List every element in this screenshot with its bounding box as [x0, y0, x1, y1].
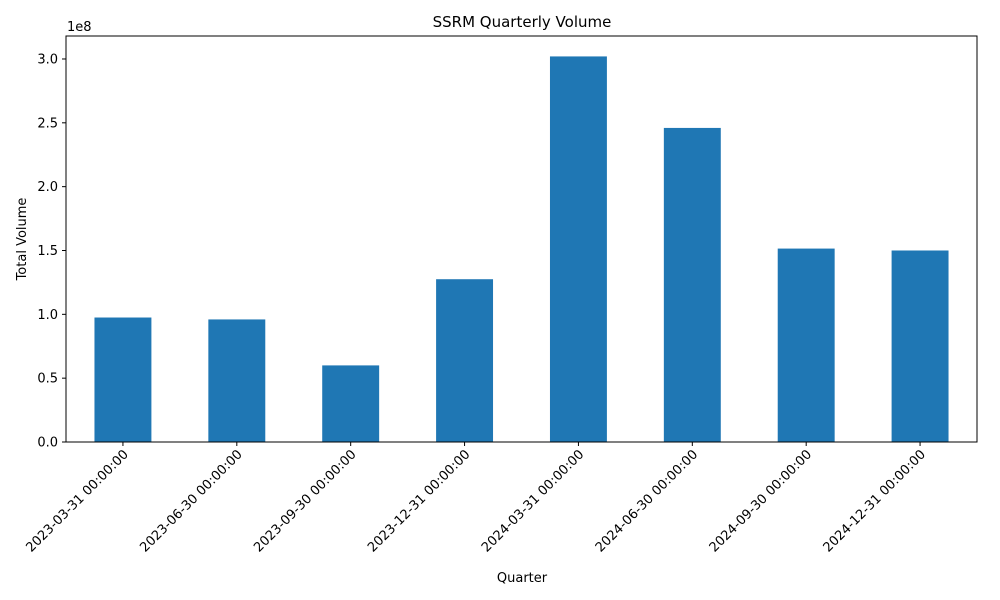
x-tick-label: 2024-03-31 00:00:00	[479, 447, 587, 555]
y-axis-title: Total Volume	[15, 198, 30, 282]
y-tick-label: 1.0	[37, 308, 58, 323]
y-axis: 0.0 0.5 1.0 1.5 2.0 2.5 3.0	[37, 52, 66, 451]
x-tick-label: 2023-06-30 00:00:00	[137, 447, 245, 555]
y-tick-label: 0.5	[37, 372, 58, 387]
y-tick-label: 1.5	[37, 244, 58, 259]
x-tick-label: 2023-12-31 00:00:00	[365, 447, 473, 555]
x-axis: 2023-03-31 00:00:00 2023-06-30 00:00:00 20…	[24, 442, 929, 555]
bars-group	[94, 56, 949, 442]
x-axis-title: Quarter	[497, 571, 548, 586]
y-tick-label: 2.5	[37, 116, 58, 131]
bar-2	[208, 319, 266, 442]
bar-7	[777, 248, 835, 442]
bar-8	[891, 250, 949, 442]
chart-title: SSRM Quarterly Volume	[433, 13, 612, 31]
bar-1	[94, 317, 152, 442]
x-tick-label: 2023-09-30 00:00:00	[251, 447, 359, 555]
bar-4	[436, 279, 494, 442]
y-offset-label: 1e8	[67, 20, 92, 35]
y-tick-label: 2.0	[37, 180, 58, 195]
x-tick-label: 2024-06-30 00:00:00	[593, 447, 701, 555]
x-tick-label: 2024-12-31 00:00:00	[821, 447, 929, 555]
bar-6	[663, 127, 721, 442]
x-tick-label: 2024-09-30 00:00:00	[707, 447, 815, 555]
bar-3	[322, 365, 380, 442]
y-tick-label: 3.0	[37, 52, 58, 67]
y-tick-label: 0.0	[37, 436, 58, 451]
x-tick-label: 2023-03-31 00:00:00	[24, 447, 132, 555]
plot-frame	[65, 35, 978, 443]
bar-5	[549, 56, 607, 442]
